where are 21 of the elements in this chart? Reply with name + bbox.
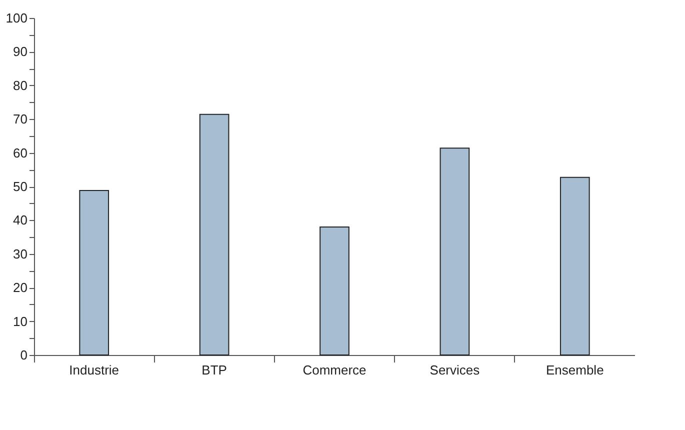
y-tick-label: 40 bbox=[13, 212, 28, 228]
y-tick-label: 50 bbox=[13, 179, 28, 194]
x-tick-label: Ensemble bbox=[546, 362, 604, 378]
x-tick-label: Industrie bbox=[69, 362, 120, 378]
y-tick-label: 30 bbox=[13, 246, 28, 262]
bar bbox=[440, 148, 470, 356]
bar bbox=[560, 176, 590, 356]
x-tick-label: Services bbox=[430, 362, 480, 378]
x-tick-label: BTP bbox=[202, 362, 227, 378]
y-tick-label: 90 bbox=[13, 44, 28, 60]
x-tick-label: Commerce bbox=[302, 362, 366, 378]
y-tick-label: 60 bbox=[13, 145, 28, 160]
y-tick-label: 0 bbox=[20, 348, 28, 362]
y-tick-label: 10 bbox=[13, 314, 28, 329]
y-tick-label: 80 bbox=[13, 78, 28, 93]
bar bbox=[199, 114, 230, 356]
y-tick-label: 100 bbox=[6, 10, 28, 26]
y-tick-label: 20 bbox=[13, 280, 28, 296]
bar bbox=[79, 190, 110, 356]
y-tick-label: 70 bbox=[13, 112, 28, 127]
bar bbox=[320, 226, 350, 356]
